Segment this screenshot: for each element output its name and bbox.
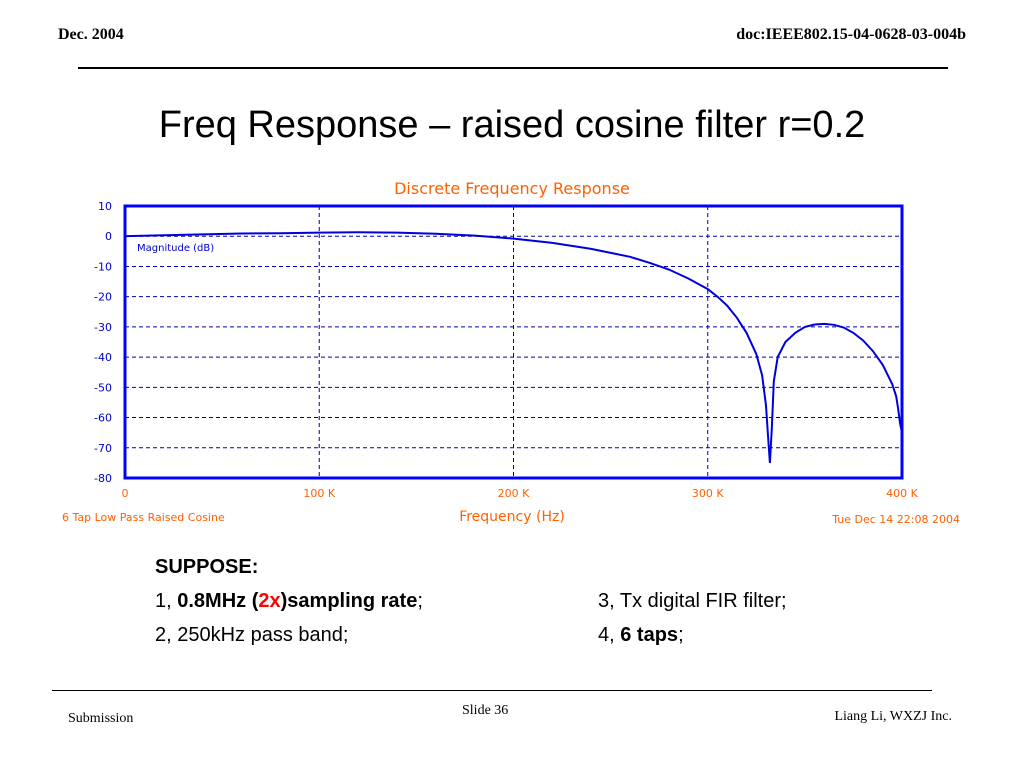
y-tick-label: -30 [94, 321, 112, 334]
suppose-item-1: 1, 0.8MHz (2x)sampling rate; [155, 590, 423, 613]
item1-prefix: 1, [155, 590, 178, 612]
y-tick-label: 0 [105, 230, 112, 243]
y-tick-label: -40 [94, 351, 112, 364]
header-divider [78, 67, 948, 69]
x-axis-label: Frequency (Hz) [459, 509, 565, 525]
chart-footer-left: 6 Tap Low Pass Raised Cosine [62, 511, 225, 524]
x-tick-label: 300 K [692, 487, 724, 500]
suppose-heading: SUPPOSE: [155, 556, 259, 578]
magnitude-series-line [124, 231, 903, 463]
item1-sampling-rate: )sampling rate [280, 590, 418, 612]
y-axis-ticks: 10 0 -10 -20 -30 -40 -50 -60 -70 -80 [94, 200, 112, 485]
suppose-item-4: 4, 6 taps; [598, 624, 684, 647]
item1-oversampling: 2x [258, 590, 281, 612]
y-tick-label: -70 [94, 442, 112, 455]
y-tick-label: -60 [94, 412, 112, 425]
y-tick-label: 10 [98, 200, 112, 213]
header-doc-id: doc:IEEE802.15-04-0628-03-004b [736, 26, 966, 43]
chart-grid [125, 206, 902, 478]
x-tick-label: 100 K [303, 487, 335, 500]
item4-taps: 6 taps [620, 624, 679, 646]
x-axis-ticks: 0 100 K 200 K 300 K 400 K [122, 487, 919, 500]
chart-title: Discrete Frequency Response [394, 179, 630, 198]
plot-frame [123, 204, 904, 480]
header-date: Dec. 2004 [58, 26, 124, 43]
footer-divider [52, 690, 932, 691]
item4-suffix: ; [678, 624, 684, 646]
y-tick-label: -50 [94, 381, 112, 394]
y-tick-label: -20 [94, 291, 112, 304]
frequency-response-chart: Discrete Frequency Response 10 0 -10 -20 -30… [62, 179, 960, 526]
x-tick-label: 400 K [886, 487, 918, 500]
y-tick-label: -80 [94, 472, 112, 485]
footer-slide-number: Slide 36 [462, 703, 509, 718]
footer-submission: Submission [68, 711, 134, 726]
suppose-item-2: 2, 250kHz pass band; [155, 624, 349, 646]
chart-footer-right: Tue Dec 14 22:08 2004 [831, 513, 960, 526]
footer-author: Liang Li, WXZJ Inc. [834, 709, 952, 724]
y-tick-label: -10 [94, 260, 112, 273]
item4-prefix: 4, [598, 624, 621, 646]
slide-title: Freq Response – raised cosine filter r=0… [158, 104, 866, 146]
x-tick-label: 0 [122, 487, 129, 500]
x-tick-label: 200 K [498, 487, 530, 500]
series-label: Magnitude (dB) [137, 243, 214, 254]
suppose-item-3: 3, Tx digital FIR filter; [598, 590, 787, 612]
item1-suffix: ; [417, 590, 423, 612]
item1-rate: 0.8MHz ( [177, 590, 259, 612]
